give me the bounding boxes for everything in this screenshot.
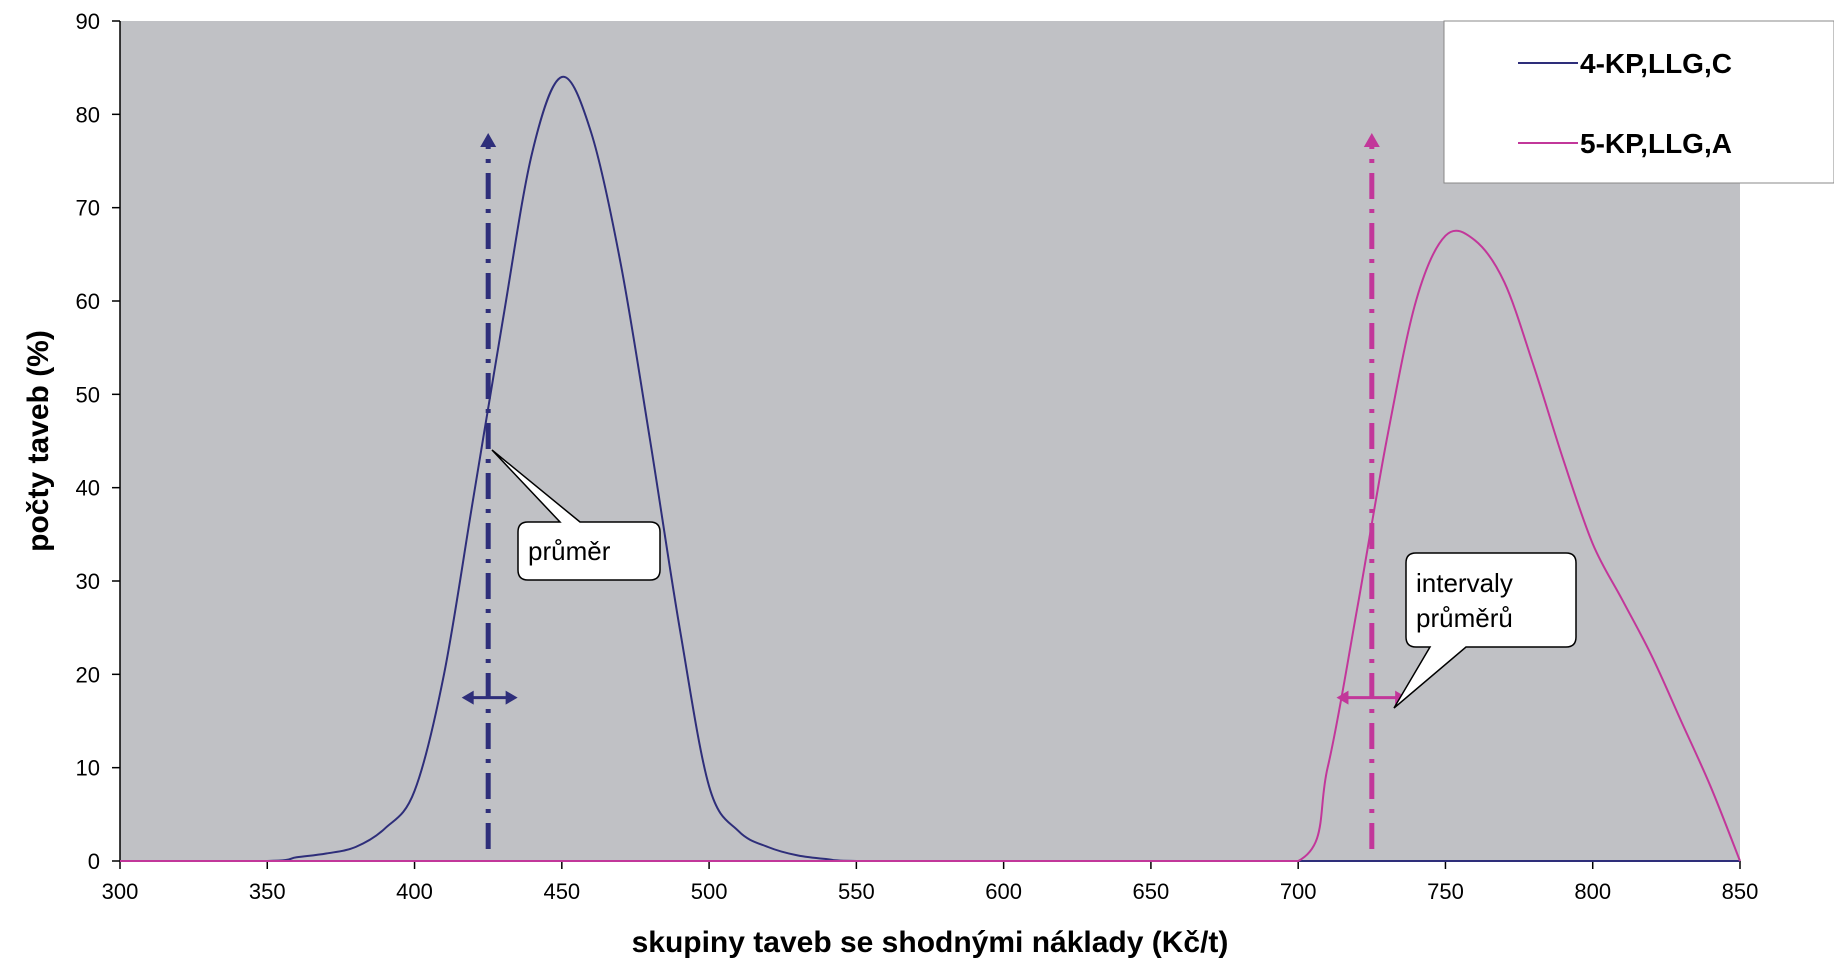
y-tick-label: 30 [76,569,100,594]
callout-interval-text-1: intervaly [1416,568,1513,598]
mean-line-arrowhead-2 [1363,133,1380,147]
callout-mean-text: průměr [528,536,611,566]
x-tick-label: 400 [396,879,433,904]
x-tick-label: 800 [1574,879,1611,904]
legend-label-series-1: 4-KP,LLG,C [1580,48,1732,79]
y-axis-title: počty taveb (%) [22,330,55,552]
x-axis-title: skupiny taveb se shodnými náklady (Kč/t) [632,926,1229,959]
callout-interval: intervaly průměrů [1393,552,1577,709]
callout-interval-text-2: průměrů [1416,603,1513,633]
y-tick-label: 20 [76,662,100,687]
x-tick-label: 500 [691,879,728,904]
x-tick-label: 450 [543,879,580,904]
x-tick-label: 300 [102,879,139,904]
y-tick-label: 10 [76,756,100,781]
y-tick-label: 90 [76,9,100,34]
legend: 4-KP,LLG,C 5-KP,LLG,A [1443,20,1834,184]
y-tick-label: 70 [76,196,100,221]
y-tick-label: 60 [76,289,100,314]
callout-mean-bubble [491,449,661,581]
interval-arrowhead-left-1 [461,690,474,705]
series-line-2 [120,229,1741,863]
x-tick-label: 350 [249,879,286,904]
legend-label-series-2: 5-KP,LLG,A [1580,128,1732,159]
y-tick-label: 0 [88,849,100,874]
y-tick-label: 50 [76,382,100,407]
x-tick-label: 550 [838,879,875,904]
x-tick-label: 650 [1133,879,1170,904]
callout-interval-bubble [1393,552,1577,709]
x-tick-label: 750 [1427,879,1464,904]
y-tick-label: 80 [76,102,100,127]
callout-mean: průměr [491,449,661,581]
x-tick-label: 850 [1722,879,1759,904]
x-tick-label: 700 [1280,879,1317,904]
mean-line-arrowhead-1 [480,133,497,147]
interval-arrowhead-right-1 [505,690,518,705]
series-layer [120,75,1741,863]
y-axis: 0 10 20 30 40 50 60 70 80 90 [76,9,121,874]
y-tick-label: 40 [76,476,100,501]
x-tick-label: 600 [985,879,1022,904]
legend-box [1443,20,1834,184]
interval-arrowhead-left-2 [1336,690,1349,705]
x-axis: 300 350 400 450 500 550 600 650 700 750 800 850 [102,860,1759,904]
